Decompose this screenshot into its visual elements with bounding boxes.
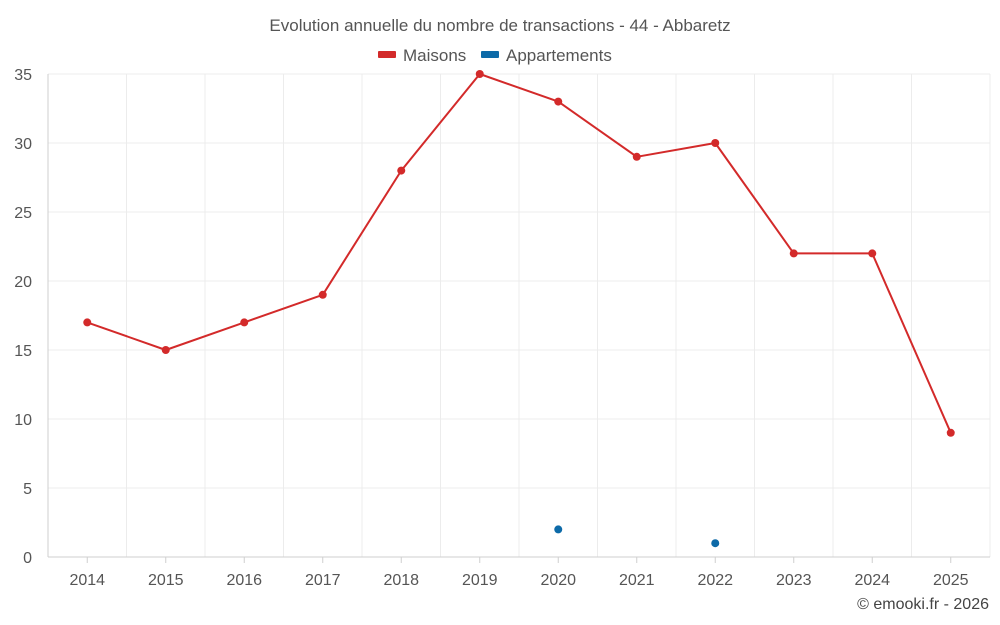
- legend-label-maisons: Maisons: [403, 46, 466, 65]
- x-axis-ticks: 2014 2015 2016 2017 2018 2019 2020 2021 2022 2023…: [69, 557, 969, 589]
- x-tick-label: 2023: [776, 572, 812, 589]
- copyright-credit: © emooki.fr - 2026: [857, 596, 989, 613]
- x-tick-label: 2018: [383, 572, 419, 589]
- y-tick-label: 20: [14, 274, 32, 291]
- legend-item-appartements[interactable]: Appartements: [481, 46, 612, 65]
- y-tick-label: 10: [14, 412, 32, 429]
- x-tick-label: 2024: [854, 572, 890, 589]
- y-tick-label: 15: [14, 343, 32, 360]
- legend-item-maisons[interactable]: Maisons: [378, 46, 466, 65]
- data-point-maisons[interactable]: [711, 139, 720, 147]
- y-axis-ticks: 0 5 10 15 20 25 30 35: [14, 67, 32, 567]
- series-points: [83, 70, 955, 548]
- x-tick-label: 2019: [462, 572, 498, 589]
- y-tick-label: 35: [14, 67, 32, 84]
- x-tick-label: 2020: [540, 572, 576, 589]
- x-tick-label: 2015: [148, 572, 184, 589]
- x-tick-label: 2022: [697, 572, 733, 589]
- chart-title: Evolution annuelle du nombre de transact…: [269, 16, 730, 35]
- y-tick-label: 25: [14, 205, 32, 222]
- data-point-maisons[interactable]: [83, 318, 92, 327]
- data-point-maisons[interactable]: [397, 166, 406, 175]
- y-tick-label: 30: [14, 136, 32, 153]
- x-tick-label: 2016: [226, 572, 262, 589]
- legend-label-appartements: Appartements: [506, 46, 612, 65]
- x-tick-label: 2017: [305, 572, 341, 589]
- legend-swatch-maisons: [378, 51, 396, 58]
- x-tick-label: 2025: [933, 572, 969, 589]
- series-lines: [86, 73, 952, 434]
- data-point-maisons[interactable]: [161, 346, 170, 354]
- data-point-maisons[interactable]: [868, 249, 877, 258]
- data-point-maisons[interactable]: [554, 97, 563, 106]
- data-point-maisons[interactable]: [318, 290, 327, 299]
- legend-swatch-appartements: [481, 51, 499, 58]
- data-point-maisons[interactable]: [632, 152, 641, 161]
- y-tick-label: 5: [23, 481, 32, 498]
- data-point-maisons[interactable]: [475, 70, 484, 78]
- x-tick-label: 2014: [69, 572, 105, 589]
- series-line-maisons: [86, 73, 952, 434]
- gridlines: [47, 73, 991, 558]
- legend: Maisons Appartements: [378, 46, 612, 65]
- data-point-maisons[interactable]: [240, 318, 249, 327]
- data-point-maisons[interactable]: [946, 428, 955, 437]
- data-point-maisons[interactable]: [789, 249, 798, 258]
- data-point-appartements[interactable]: [711, 539, 720, 548]
- data-point-appartements[interactable]: [554, 525, 563, 534]
- y-tick-label: 0: [23, 550, 32, 567]
- x-tick-label: 2021: [619, 572, 655, 589]
